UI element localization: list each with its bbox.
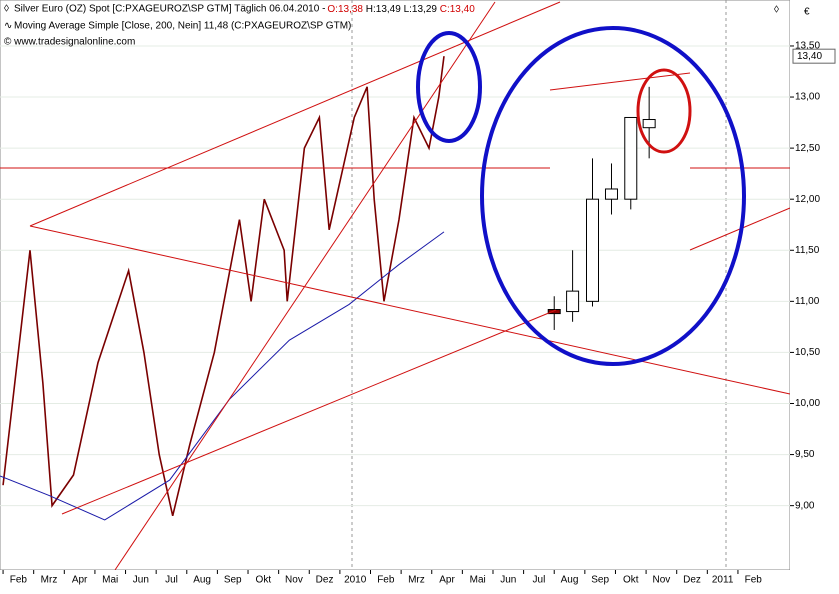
title: Silver Euro (OZ) Spot [C:PXAGEUROZ\SP GT… [14, 4, 325, 15]
x-tick-label: Feb [10, 575, 28, 586]
candle-body [624, 116, 638, 200]
axis-area [0, 570, 790, 594]
x-tick-label: Jun [500, 575, 516, 586]
quote-value: H:13,49 [366, 4, 401, 15]
axis-area [790, 0, 839, 594]
trend-lines [0, 1, 791, 571]
x-tick-label: Nov [652, 575, 670, 586]
highlight-circles [416, 26, 746, 366]
x-tick-label: Jul [533, 575, 546, 586]
x-tick-label: Aug [561, 575, 579, 586]
last-price-box [792, 48, 836, 64]
x-tick-label: Feb [377, 575, 395, 586]
settings-icon[interactable]: ◊ [774, 5, 779, 16]
header-icon: ◊ [4, 4, 9, 15]
x-tick-label: Sep [224, 575, 242, 586]
candle-body [642, 119, 656, 129]
x-tick-label: Dez [316, 575, 334, 586]
x-tick-label: Sep [591, 575, 609, 586]
x-tick-label: Mrz [408, 575, 425, 586]
y-tick-label: 9,50 [795, 449, 815, 460]
y-tick-label: 10,50 [795, 347, 820, 358]
x-tick-label: Jun [133, 575, 149, 586]
indicator: Moving Average Simple [Close, 200, Nein]… [14, 21, 351, 32]
candle-body [547, 309, 561, 315]
x-tick-label: Mrz [41, 575, 58, 586]
y-tick-label: 12,50 [795, 143, 820, 154]
candle-body [566, 290, 580, 313]
quote: O:13,38 H:13,49 L:13,29 C:13,40 [327, 4, 475, 15]
x-tick-label: Dez [683, 575, 701, 586]
plot-area [0, 0, 791, 571]
x-tick-label: 2011 [712, 575, 734, 586]
ma-icon: ∿ [4, 21, 12, 32]
currency: € [804, 7, 810, 18]
y-tick-label: 13,00 [795, 92, 820, 103]
source: © www.tradesignalonline.com [4, 37, 135, 48]
x-tick-label: Mai [102, 575, 118, 586]
y-tick-label: 12,00 [795, 194, 820, 205]
y-tick-label: 11,00 [795, 296, 820, 307]
x-tick-label: Apr [72, 575, 88, 586]
x-tick-label: Okt [623, 575, 639, 586]
x-tick-label: Aug [193, 575, 211, 586]
y-tick-label: 9,00 [795, 500, 815, 511]
x-tick-label: Jul [165, 575, 178, 586]
candle-body [604, 188, 618, 200]
quote-value: C:13,40 [440, 4, 475, 15]
x-tick-label: 2010 [344, 575, 367, 586]
last-price: 13,40 [797, 51, 822, 62]
series-line [2, 56, 445, 517]
x-tick-label: Okt [256, 575, 272, 586]
x-tick-label: Nov [285, 575, 303, 586]
x-tick-label: Mai [470, 575, 486, 586]
candle-body [586, 198, 599, 302]
quote-value: L:13,29 [404, 4, 438, 15]
y-tick-label: 11,50 [795, 245, 820, 256]
x-tick-label: Apr [439, 575, 455, 586]
y-tick-label: 10,00 [795, 398, 820, 409]
x-tick-label: Feb [745, 575, 763, 586]
y-tick-label: 13,50 [795, 41, 820, 52]
quote-value: O:13,38 [327, 4, 363, 15]
